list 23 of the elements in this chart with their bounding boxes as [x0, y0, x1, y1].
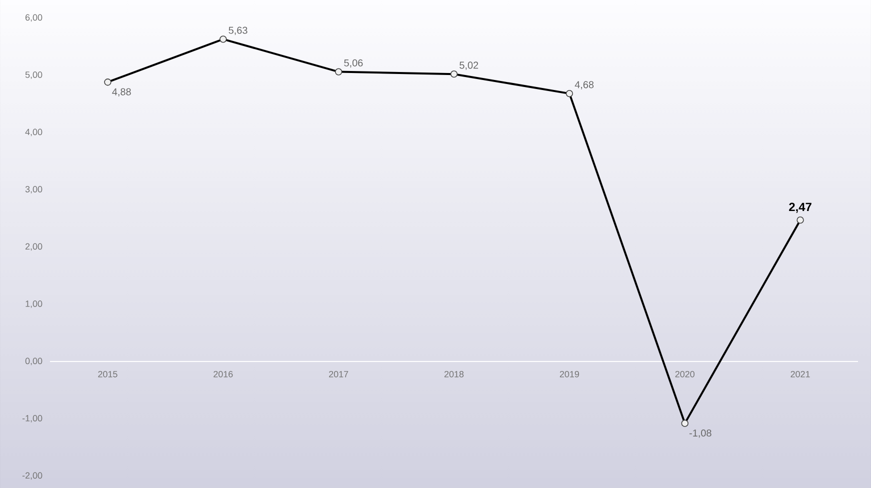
- data-label: 5,63: [228, 26, 248, 35]
- data-label: 4,68: [574, 81, 594, 90]
- y-tick-label: 5,00: [25, 72, 42, 79]
- x-tick-label: 2020: [675, 370, 694, 378]
- y-tick-label: 0,00: [25, 358, 42, 366]
- x-tick-label: 2021: [790, 370, 810, 378]
- y-tick-label: 2,00: [26, 243, 42, 251]
- y-tick-label: 1,00: [26, 300, 42, 308]
- data-label: 5,06: [344, 59, 363, 68]
- x-tick-label: 2015: [98, 370, 118, 378]
- data-label: 2,47: [789, 202, 812, 213]
- x-tick-label: 2018: [444, 370, 464, 378]
- y-tick-label: 3,00: [25, 186, 42, 194]
- data-label: 4,88: [112, 88, 131, 97]
- x-tick-label: 2019: [560, 370, 579, 378]
- data-label: -1,08: [689, 429, 712, 438]
- y-tick-label: -1,00: [22, 415, 42, 422]
- x-tick-label: 2016: [214, 370, 233, 378]
- x-tick-label: 2017: [329, 370, 348, 378]
- y-tick-label: -2,00: [22, 472, 42, 480]
- y-tick-label: 4,00: [25, 128, 42, 136]
- data-label: 5,02: [460, 62, 478, 70]
- y-tick-label: 6,00: [26, 14, 42, 22]
